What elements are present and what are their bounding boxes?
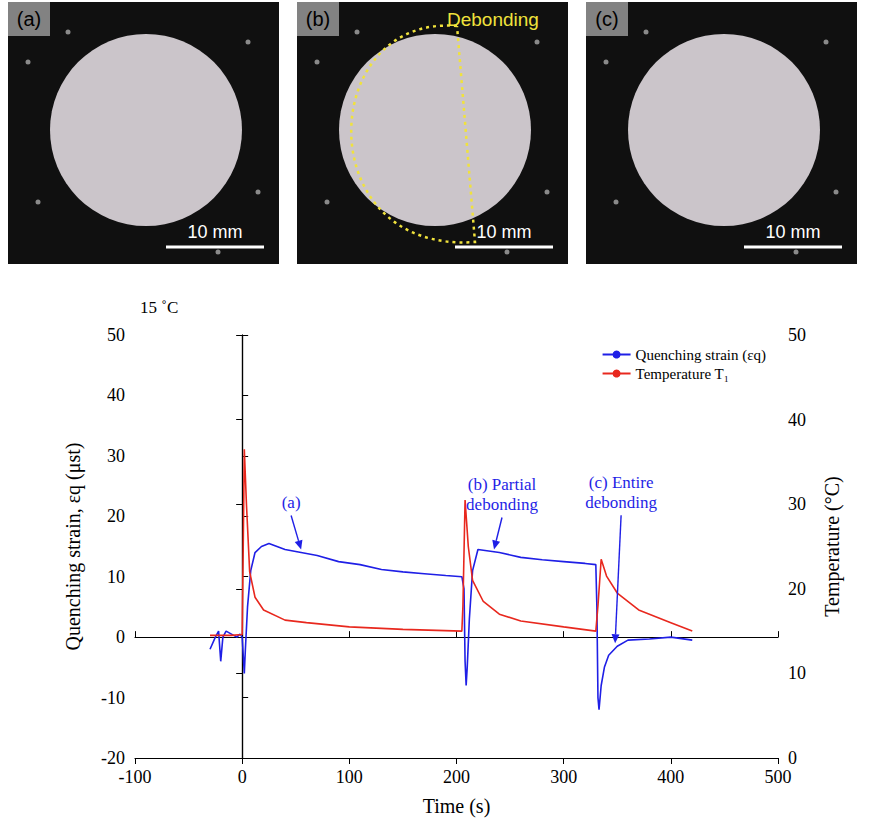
svg-text:0: 0 <box>788 748 797 768</box>
svg-text:500: 500 <box>765 767 792 787</box>
svg-text:Time (s): Time (s) <box>423 795 491 818</box>
svg-text:20: 20 <box>107 506 125 526</box>
svg-text:debonding: debonding <box>466 495 538 514</box>
svg-text:-10: -10 <box>101 688 125 708</box>
svg-text:10 mm: 10 mm <box>476 222 531 242</box>
svg-text:10 mm: 10 mm <box>187 222 242 242</box>
svg-text:40: 40 <box>788 410 806 430</box>
svg-text:10: 10 <box>107 567 125 587</box>
svg-text:Debonding: Debonding <box>447 9 539 30</box>
svg-text:30: 30 <box>788 494 806 514</box>
svg-text:100: 100 <box>336 767 363 787</box>
svg-text:10: 10 <box>788 663 806 683</box>
svg-text:Temperature (°C): Temperature (°C) <box>821 476 844 616</box>
svg-text:(a): (a) <box>282 493 301 512</box>
svg-text:0: 0 <box>238 767 247 787</box>
svg-text:Quenching strain, εq (μst): Quenching strain, εq (μst) <box>62 443 85 651</box>
svg-text:200: 200 <box>443 767 470 787</box>
svg-text:Temperature T₁: Temperature T₁ <box>636 366 729 382</box>
svg-text:debonding: debonding <box>585 493 657 512</box>
svg-text:10 mm: 10 mm <box>765 222 820 242</box>
svg-text:50: 50 <box>107 325 125 345</box>
svg-text:50: 50 <box>788 325 806 345</box>
svg-text:-100: -100 <box>119 767 152 787</box>
svg-text:30: 30 <box>107 446 125 466</box>
svg-text:(a): (a) <box>17 8 41 30</box>
svg-text:Quenching strain (εq): Quenching strain (εq) <box>636 347 766 364</box>
svg-text:15 ˚C: 15 ˚C <box>140 298 178 317</box>
svg-text:400: 400 <box>657 767 684 787</box>
svg-text:(c): (c) <box>595 8 618 30</box>
svg-text:(c) Entire: (c) Entire <box>589 473 654 492</box>
svg-text:(b): (b) <box>306 8 330 30</box>
svg-text:300: 300 <box>550 767 577 787</box>
svg-text:40: 40 <box>107 385 125 405</box>
svg-text:(b) Partial: (b) Partial <box>468 475 537 494</box>
svg-text:0: 0 <box>116 627 125 647</box>
svg-text:20: 20 <box>788 579 806 599</box>
svg-text:-20: -20 <box>101 748 125 768</box>
